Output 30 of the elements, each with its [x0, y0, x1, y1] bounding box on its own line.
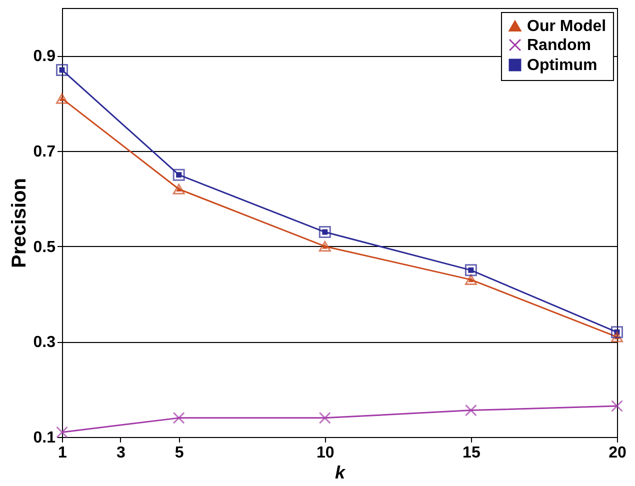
- y-tick-label: 0.9: [33, 48, 56, 66]
- point: [318, 226, 331, 238]
- legend-label: Optimum: [527, 57, 598, 74]
- y-tick-label: 0.3: [33, 334, 56, 352]
- x-tick-label: 20: [608, 444, 626, 462]
- x-tick-label: 15: [462, 444, 480, 462]
- point: [318, 241, 331, 252]
- x-tick-label: 10: [316, 444, 334, 462]
- legend-label: Random: [527, 37, 591, 54]
- x-tick-label: 5: [174, 444, 184, 462]
- point: [318, 412, 331, 424]
- point: [464, 274, 477, 285]
- point: [56, 64, 68, 76]
- y-axis-title: Precision: [8, 178, 30, 268]
- point: [56, 93, 68, 104]
- point: [611, 400, 623, 412]
- x-axis-title: k: [334, 462, 346, 482]
- point: [464, 404, 477, 416]
- y-tick-label: 0.1: [33, 430, 56, 446]
- y-tick-label: 0.5: [33, 238, 56, 256]
- y-tick-label: 0.7: [33, 144, 56, 160]
- point: [172, 168, 185, 181]
- point: [172, 412, 185, 424]
- point: [464, 264, 477, 276]
- point: [611, 332, 623, 342]
- x-tick-label: 3: [116, 444, 126, 462]
- point: [56, 426, 68, 438]
- legend-label: Our Model: [527, 18, 606, 35]
- point: [172, 184, 185, 194]
- x-tick-label: 1: [58, 444, 68, 462]
